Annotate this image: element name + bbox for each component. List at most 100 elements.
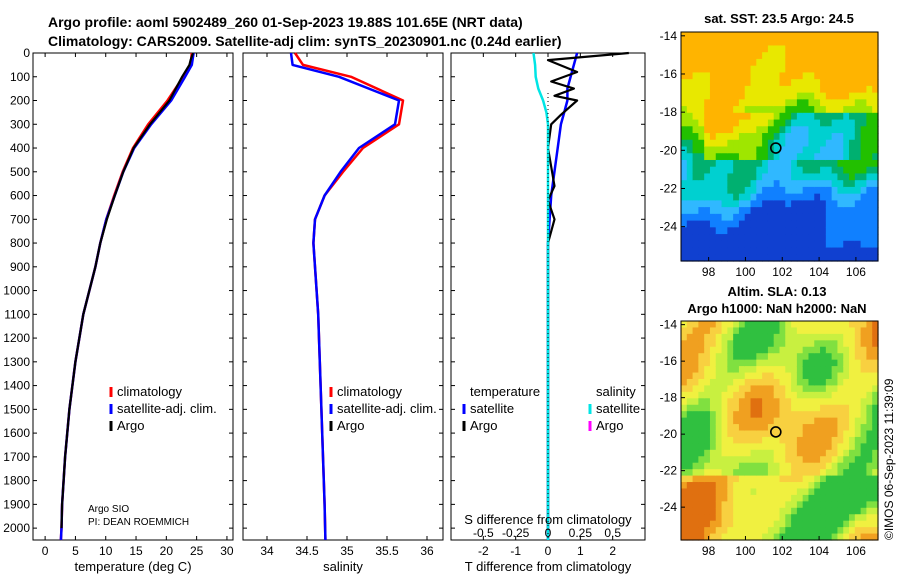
sla-map-cell [866, 501, 873, 509]
sst-map-cell [854, 106, 862, 114]
sst-map-cell [814, 166, 821, 175]
sst-map-cell [750, 186, 757, 195]
sst-map-cell [791, 207, 798, 215]
sst-map-cell [843, 72, 850, 80]
sla-map-cell [773, 398, 781, 406]
sst-map-cell [721, 52, 728, 60]
sst-map-cell [791, 166, 798, 175]
sst-map-cell [791, 254, 798, 262]
sst-map-cell [785, 240, 792, 249]
sst-map-cell [686, 220, 694, 228]
sla-map-cell [738, 378, 746, 387]
sst-map-cell [872, 240, 879, 249]
sst-map-cell [744, 99, 752, 107]
sla-map-cell [802, 488, 810, 496]
sla-map-cell [849, 333, 856, 341]
sla-map-cell [750, 449, 757, 457]
sst-map-cell [744, 234, 752, 242]
sla-map-cell [814, 366, 821, 374]
sla-map-cell [791, 482, 798, 490]
sst-map-cell [686, 186, 694, 195]
sst-map-cell [849, 146, 856, 154]
sst-map-cell [808, 213, 815, 222]
sst-map-cell [762, 79, 769, 87]
sla-map-cell [849, 346, 856, 354]
sst-map-cell [866, 72, 873, 80]
sst-map-cell [785, 159, 792, 168]
sla-map-cell [767, 501, 775, 509]
sst-map-cell [843, 52, 850, 60]
sla-map-cell [738, 359, 746, 367]
x-tick-label: -1 [510, 544, 521, 558]
sst-map-cell [709, 146, 717, 154]
sla-map-cell [779, 456, 786, 464]
sst-map-cell [843, 247, 850, 255]
sst-map-cell [791, 112, 798, 121]
sst-map-cell [849, 207, 856, 215]
sst-map-cell [750, 153, 757, 161]
sla-map-cell [872, 533, 879, 541]
sla-map-cell [837, 340, 844, 348]
sla-map-cell [872, 456, 879, 464]
sla-map-cell [698, 321, 705, 329]
sla-map-cell [791, 378, 798, 387]
sla-map-cell [802, 372, 810, 380]
sst-map-cell [715, 112, 723, 121]
sla-map-cell [791, 469, 798, 477]
sla-map-cell [681, 327, 688, 335]
sst-map-cell [727, 79, 734, 87]
sla-map-cell [715, 398, 723, 406]
sla-map-cell [721, 359, 728, 367]
sla-map-cell [802, 333, 810, 341]
sst-map-cell [733, 159, 740, 168]
sla-map-title2: Argo h1000: NaN h2000: NaN [687, 301, 866, 316]
sla-map-cell [744, 475, 752, 483]
sst-map-cell [825, 52, 833, 60]
sla-map-cell [860, 385, 868, 393]
sst-map-cell [767, 99, 775, 107]
sst-map-cell [843, 159, 850, 168]
sla-map-cell [785, 372, 792, 380]
sla-map-cell [738, 385, 746, 393]
sla-map-cell [831, 391, 839, 399]
sla-map-cell [727, 391, 734, 399]
sla-map-cell [744, 353, 752, 361]
sst-map-cell [814, 146, 821, 154]
sst-map-cell [704, 146, 711, 154]
sla-map-cell [762, 321, 769, 329]
sla-map-cell [779, 443, 786, 451]
sla-map-cell [785, 462, 792, 470]
sla-map-cell [686, 417, 694, 425]
sst-map-cell [744, 32, 752, 40]
sst-map-cell [721, 247, 728, 255]
sla-map-cell [738, 321, 746, 329]
sla-map-cell [808, 366, 815, 374]
sst-map-cell [733, 126, 740, 134]
sst-map-cell [721, 126, 728, 134]
sst-map-cell [796, 200, 804, 208]
sst-map-cell [860, 112, 868, 121]
sla-map-cell [727, 327, 734, 335]
depth-tick-label: 700 [10, 212, 30, 226]
sst-map-cell [756, 133, 763, 141]
s-tick-label: 0.5 [604, 526, 621, 540]
sst-map-cell [744, 106, 752, 114]
sst-map-cell [796, 58, 804, 67]
sst-map-cell [744, 119, 752, 127]
sst-map-cell [744, 139, 752, 148]
sla-map-cell [727, 475, 734, 483]
sla-map-cell [814, 494, 821, 502]
sst-map-cell [825, 119, 833, 127]
sla-map-cell [709, 501, 717, 509]
sla-map-cell [854, 411, 862, 419]
sla-map-cell [814, 475, 821, 483]
sla-map-cell [704, 333, 711, 341]
sla-map-cell [802, 430, 810, 438]
sla-map-cell [837, 527, 844, 535]
sla-map-cell [698, 533, 705, 541]
sst-map-cell [733, 220, 740, 228]
sla-map-cell [721, 469, 728, 477]
sla-map-cell [756, 436, 763, 444]
sla-map-cell [744, 404, 752, 412]
sst-map-cell [843, 112, 850, 121]
